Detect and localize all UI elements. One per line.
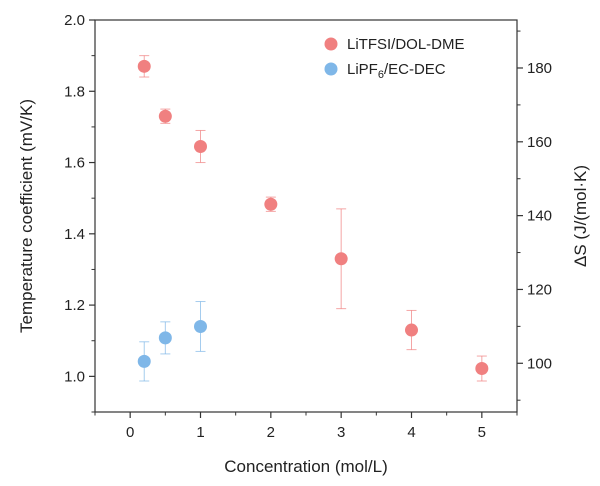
- x-tick-label-2: 2: [267, 424, 275, 441]
- point-s1-2: [194, 319, 207, 333]
- legend-label-main-1: LiPF: [347, 61, 378, 78]
- y2-axis-title: ΔS (J/(mol·K): [571, 165, 590, 267]
- legend-label-0: LiTFSI/DOL-DME: [347, 36, 465, 53]
- legend-label-subscript-1: 6: [378, 69, 384, 81]
- y-tick-label-1: 1.2: [64, 297, 85, 314]
- axes-group: 0 1 2 3 4 5 1.0 1.2 1.4 1.6 1.8 2.0 100 120 140 160 180 C…: [17, 12, 590, 476]
- plot-frame: [94, 19, 518, 413]
- y-tick-label-0: 1.0: [64, 368, 85, 385]
- y-tick-label-3: 1.6: [64, 155, 85, 172]
- y2-tick-label-1: 120: [527, 281, 552, 298]
- x-tick-label-4: 4: [407, 424, 415, 441]
- x-tick-label-3: 3: [337, 424, 345, 441]
- y-tick-label-5: 2.0: [64, 12, 85, 29]
- point-s0-0: [137, 59, 151, 73]
- y-tick-label-4: 1.8: [64, 83, 85, 100]
- point-s1-0: [137, 354, 151, 368]
- x-axis-title: Concentration (mol/L): [224, 457, 387, 476]
- y2-tick-label-3: 160: [527, 134, 552, 151]
- x-tick-label-5: 5: [478, 424, 486, 441]
- legend-label-rest-1: /EC-DEC: [384, 61, 446, 78]
- legend-marker-0: [324, 37, 338, 51]
- legend-label-1: LiPF6/EC-DEC: [347, 61, 446, 81]
- point-s0-6: [475, 362, 489, 376]
- point-s0-5: [405, 323, 418, 337]
- x-tick-label-0: 0: [126, 424, 134, 441]
- y2-tick-label-4: 180: [527, 60, 552, 77]
- y-tick-label-2: 1.4: [64, 226, 85, 243]
- y2-tick-label-2: 140: [527, 208, 552, 225]
- point-s0-3: [264, 197, 278, 211]
- x-tick-label-1: 1: [196, 424, 204, 441]
- legend-label-main-0: LiTFSI/DOL-DME: [347, 36, 465, 53]
- legend-marker-1: [324, 62, 338, 76]
- data-marks: [137, 55, 489, 382]
- point-s1-1: [158, 331, 172, 345]
- legend: LiTFSI/DOL-DME LiPF6/EC-DEC: [324, 36, 465, 81]
- y2-tick-label-0: 100: [527, 355, 552, 372]
- point-s0-1: [158, 109, 172, 123]
- y-axis-title: Temperature coefficient (mV/K): [17, 99, 36, 333]
- point-s0-2: [194, 140, 207, 154]
- point-s0-4: [334, 252, 348, 266]
